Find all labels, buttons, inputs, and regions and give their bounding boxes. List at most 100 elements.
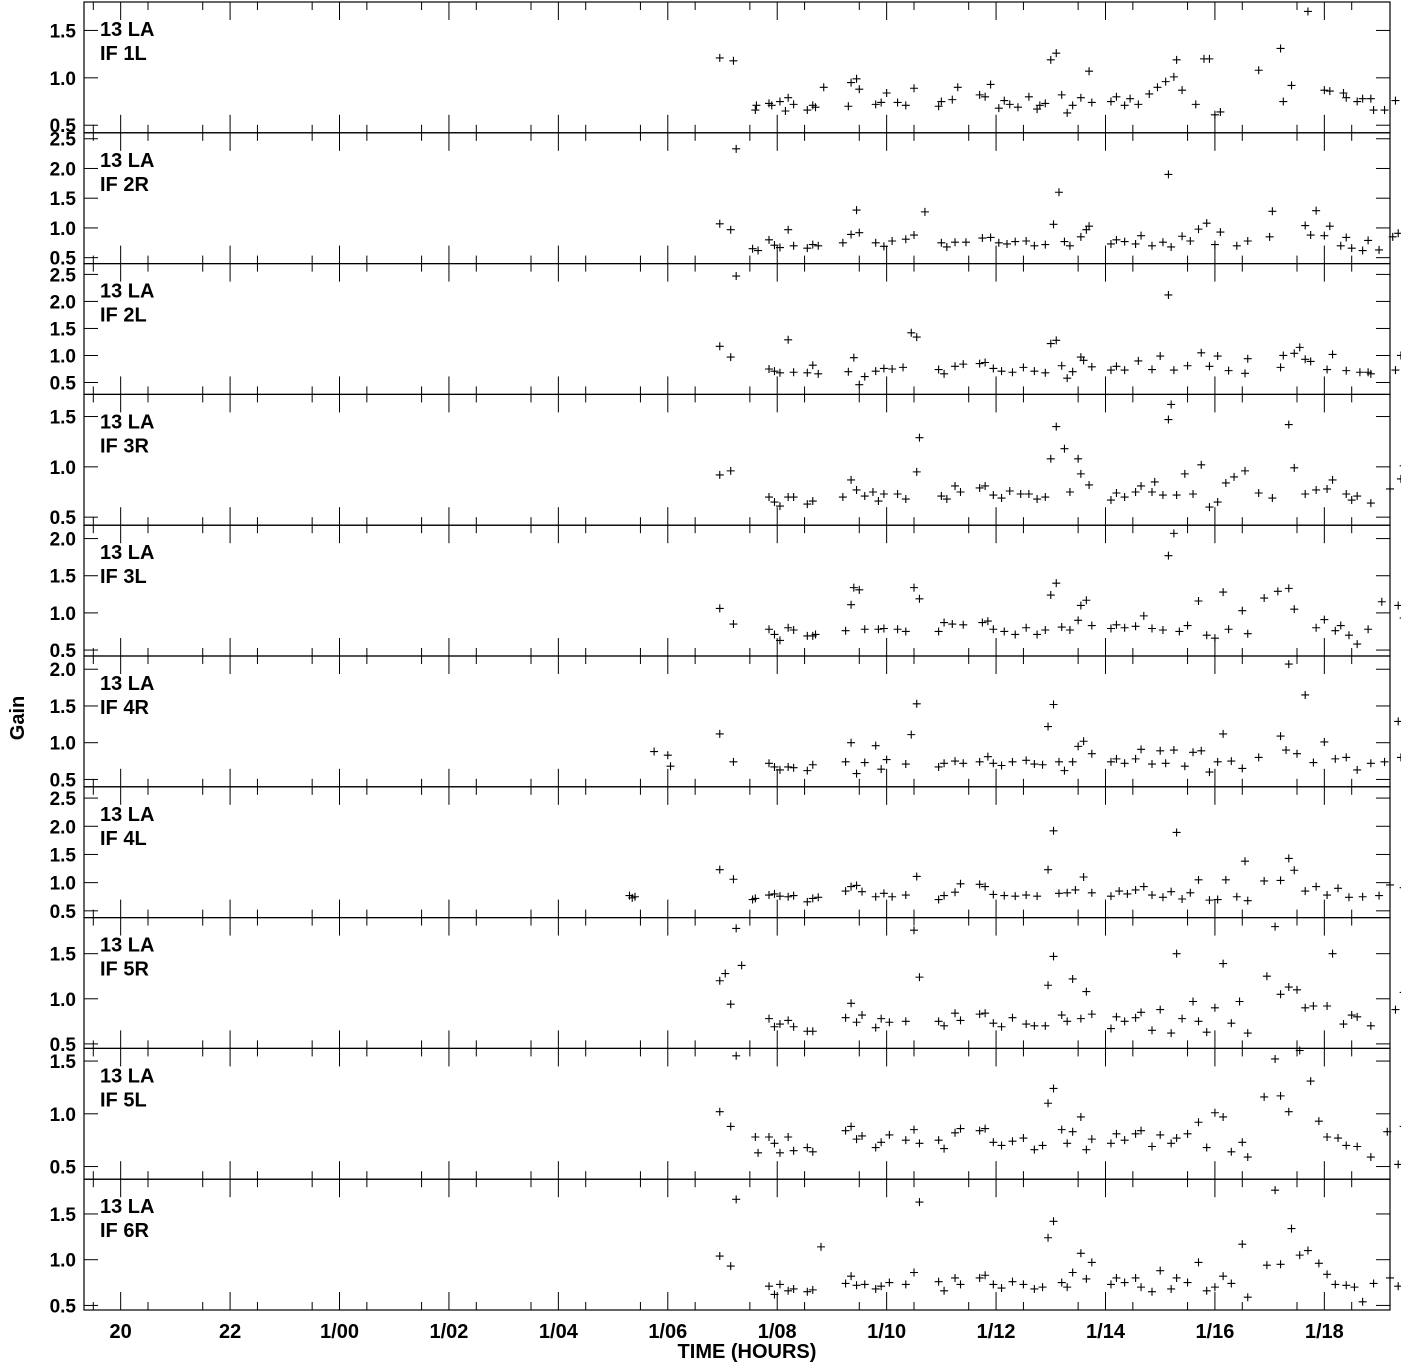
panel-subtitle: IF 3L [100, 566, 147, 588]
data-point [775, 636, 784, 645]
data-point [729, 875, 738, 884]
data-point [1194, 597, 1203, 606]
data-point [1238, 764, 1247, 773]
data-point [1049, 220, 1058, 229]
data-point [1301, 355, 1310, 364]
data-point [1271, 922, 1280, 931]
data-point [808, 240, 817, 249]
data-point [1085, 222, 1094, 231]
data-point [1238, 1240, 1247, 1249]
data-point [1186, 888, 1195, 897]
data-point [1030, 760, 1039, 769]
data-point [1068, 1127, 1077, 1136]
data-point [1112, 1012, 1121, 1021]
data-point [1394, 1160, 1401, 1169]
data-point [1210, 634, 1219, 643]
data-point [1306, 357, 1315, 366]
data-point [1290, 866, 1299, 875]
data-point [847, 600, 856, 609]
data-point [1232, 241, 1241, 250]
data-point [951, 1273, 960, 1282]
data-point [1306, 231, 1315, 240]
data-point [775, 1148, 784, 1157]
panel-title: 13 LA [100, 542, 154, 564]
data-point [1106, 892, 1115, 901]
data-point [1284, 983, 1293, 992]
data-point [789, 241, 798, 250]
y-tick-label: 2.0 [50, 660, 76, 681]
y-tick-label: 1.0 [50, 458, 76, 479]
data-point [1292, 985, 1301, 994]
data-point [1106, 757, 1115, 766]
data-point [1191, 100, 1200, 109]
data-point [1221, 478, 1230, 487]
data-point [1112, 489, 1121, 498]
data-point [1106, 97, 1115, 106]
data-point [1123, 889, 1132, 898]
data-point [1008, 1277, 1017, 1286]
data-point [1391, 96, 1400, 105]
data-point [1052, 422, 1061, 431]
panel-title: 13 LA [100, 150, 154, 172]
data-point [852, 206, 861, 215]
data-point [1183, 1129, 1192, 1138]
panel-title: 13 LA [100, 1065, 154, 1087]
data-point [1183, 621, 1192, 630]
y-tick-label: 2.0 [50, 159, 76, 180]
data-point [732, 1195, 741, 1204]
data-point [1369, 1279, 1378, 1288]
data-point [715, 729, 724, 738]
data-point [956, 1280, 965, 1289]
data-point [1342, 366, 1351, 375]
data-point [770, 1022, 779, 1031]
panel-subtitle: IF 5L [100, 1089, 147, 1111]
data-point [1068, 1268, 1077, 1277]
data-point [997, 1141, 1006, 1150]
data-point [1309, 1002, 1318, 1010]
data-point [874, 497, 883, 506]
data-point [1038, 760, 1047, 769]
x-tick-label: 22 [219, 1321, 241, 1343]
data-point [1213, 895, 1222, 904]
data-point [1172, 491, 1181, 500]
data-point [1284, 660, 1293, 669]
data-point [1139, 882, 1148, 891]
data-point [816, 1242, 825, 1251]
data-point [775, 368, 784, 377]
data-point [951, 1009, 960, 1018]
data-point [912, 467, 921, 476]
data-point [1350, 1283, 1359, 1292]
data-point [1309, 758, 1318, 767]
data-point [1063, 1283, 1072, 1292]
data-point [838, 493, 847, 502]
data-point [1227, 1279, 1236, 1288]
data-point [1044, 1099, 1053, 1108]
data-point [808, 361, 817, 370]
data-point [874, 625, 883, 634]
data-point [1148, 1142, 1156, 1151]
x-tick-label: 1/16 [1195, 1321, 1234, 1343]
data-point [1156, 746, 1165, 755]
data-point [852, 881, 861, 890]
panel-subtitle: IF 1L [100, 43, 147, 65]
data-point [1044, 1233, 1053, 1242]
data-point [1183, 1278, 1192, 1287]
data-point [1254, 753, 1263, 762]
data-point [1312, 485, 1321, 494]
data-point [1284, 420, 1293, 429]
data-point [1158, 893, 1167, 902]
data-point [1041, 1021, 1050, 1030]
data-point [803, 500, 812, 509]
y-tick-label: 0.5 [50, 116, 77, 137]
data-point [1342, 93, 1351, 102]
data-point [934, 762, 943, 771]
data-point [1320, 737, 1329, 746]
data-point [879, 889, 888, 898]
x-tick-label: 20 [110, 1321, 132, 1343]
data-point [803, 1287, 812, 1296]
data-point [847, 475, 856, 484]
data-point [989, 759, 998, 768]
y-tick-label: 0.5 [50, 249, 77, 270]
data-point [1213, 352, 1222, 361]
data-point [1353, 765, 1362, 774]
